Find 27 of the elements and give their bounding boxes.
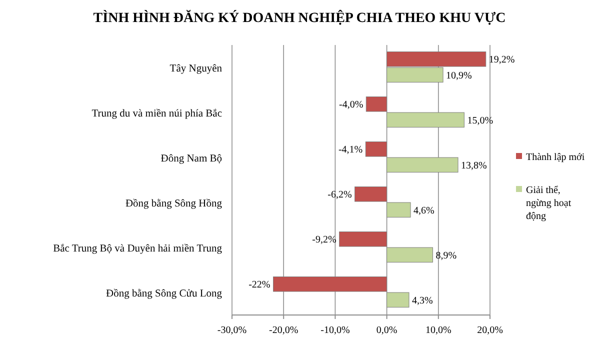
x-tick-label: 0,0% [376,325,398,336]
legend-label: Giải thể, ngừng hoạt động [526,185,572,222]
data-label: 15,0% [467,115,494,126]
x-tick-label: 20,0% [477,325,503,336]
x-tick-label: -30,0% [217,325,247,336]
data-label: 10,9% [446,70,472,82]
y-tick-label: Đông Nam Bộ [160,154,222,164]
data-label: 8,9% [436,250,457,262]
legend-label: Thành lập mới [526,152,585,163]
data-label: 13,8% [461,160,487,172]
data-label: -9,2% [312,234,336,246]
data-label: -4,0% [338,100,364,111]
data-label: -6,2% [328,190,352,201]
data-label: -22% [248,280,270,291]
data-label: 4,6% [414,205,434,216]
y-tick-label: Bắc Trung Bộ và Duyên hải miền Trung [53,244,223,254]
data-label: -4,1% [338,144,363,156]
chart-title: TÌNH HÌNH ĐĂNG KÝ DOANH NGHIỆP CHIA THEO KHU VỰC [93,9,506,26]
data-label: 19,2% [488,54,515,66]
y-tick-label: Trung du và miền núi phía Bắc [92,108,222,120]
y-tick-label: Đồng bằng Sông Cửu Long [106,288,223,300]
x-tick-label: -20,0% [269,325,298,336]
x-tick-label: 10,0% [425,325,452,336]
y-tick-label: Đồng bằng Sông Hồng [125,198,223,210]
x-tick-label: -10,0% [320,325,350,336]
y-tick-label: Tây Nguyên [170,64,223,74]
data-label: 4,3% [412,295,433,306]
